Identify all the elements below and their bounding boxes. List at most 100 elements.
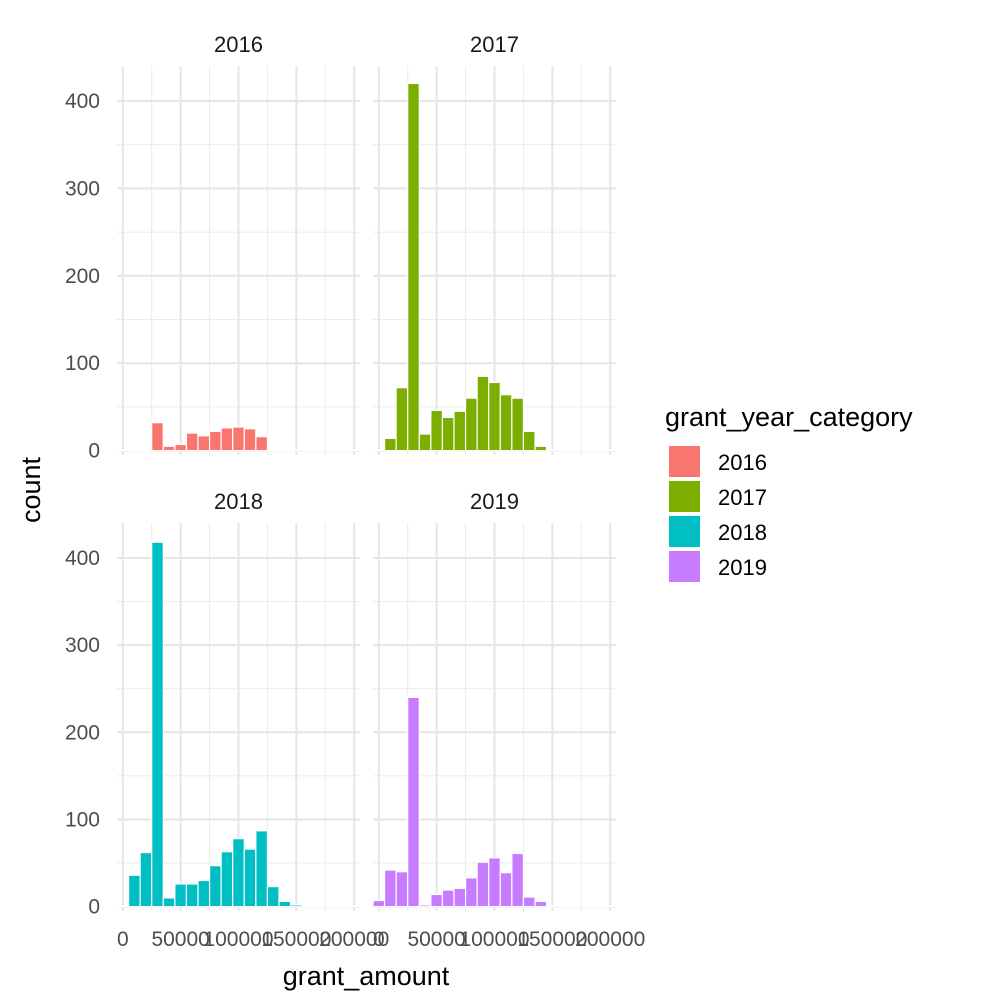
bar-2016-90000	[220, 427, 234, 452]
x-tick-label: 100000	[459, 928, 529, 951]
bar-2016-80000	[208, 430, 222, 452]
legend-title: grant_year_category	[665, 402, 913, 432]
y-tick-label: 300	[65, 177, 100, 200]
y-tick-label: 400	[65, 547, 100, 570]
bar-2016-50000	[174, 443, 188, 452]
bar-2019-80000	[464, 877, 478, 908]
bar-2016-110000	[243, 428, 257, 452]
bar-2016-20000	[139, 449, 153, 452]
facet-strip-label: 2019	[470, 489, 519, 514]
bar-2019-50000	[430, 893, 444, 908]
bar-2019-20000	[395, 871, 409, 908]
facet-strip-label: 2018	[214, 489, 263, 514]
legend-label-2016: 2016	[718, 450, 767, 475]
x-tick-label: 0	[373, 928, 385, 951]
y-tick-label: 200	[65, 721, 100, 744]
bar-2016-140000	[278, 449, 292, 452]
bar-2019-180000	[580, 905, 594, 908]
bar-2016-120000	[255, 436, 269, 452]
bar-2019-150000	[545, 905, 559, 908]
bar-2017-60000	[441, 416, 455, 452]
bar-2019-110000	[499, 872, 513, 908]
bar-2018-180000	[324, 905, 338, 908]
bar-2016-190000	[336, 449, 350, 452]
bar-2017-10000	[383, 437, 397, 452]
bar-2017-190000	[592, 449, 606, 452]
bar-2017-20000	[395, 387, 409, 452]
bar-2017-150000	[545, 449, 559, 452]
bar-2019-100000	[488, 857, 501, 908]
legend-swatch-2018	[669, 516, 700, 547]
bar-2016-130000	[266, 449, 280, 452]
bar-2019-90000	[476, 861, 490, 908]
bar-2017-40000	[418, 433, 432, 452]
bar-2018-30000	[151, 541, 164, 908]
bar-2016-200000	[347, 449, 361, 452]
facet-panel-2017: 2017	[372, 32, 617, 455]
bar-2018-150000	[289, 904, 303, 908]
bar-2019-190000	[592, 905, 606, 908]
bar-2019-130000	[522, 896, 536, 908]
bar-2016-40000	[162, 445, 176, 452]
bar-2018-90000	[220, 851, 234, 908]
bar-2018-200000	[347, 905, 361, 908]
bar-2016-60000	[185, 432, 199, 452]
y-tick-label: 0	[88, 440, 100, 463]
bar-2016-100000	[232, 426, 245, 452]
bar-2017-160000	[557, 449, 571, 452]
bar-2017-140000	[534, 445, 548, 452]
bar-2018-110000	[243, 848, 257, 908]
bar-2018-130000	[266, 885, 280, 908]
legend-swatch-2016	[669, 446, 700, 477]
facet-strip-label: 2017	[470, 32, 519, 57]
facet-panel-2016: 2016 0 100 200 300 400	[65, 32, 361, 463]
x-tick-label: 0	[117, 928, 129, 951]
bar-2019-200000	[603, 905, 617, 908]
legend-label-2019: 2019	[718, 555, 767, 580]
bar-2019-70000	[453, 887, 467, 908]
bar-2019-120000	[511, 852, 525, 908]
bar-2018-10000	[127, 874, 141, 908]
bar-2017-70000	[453, 410, 467, 452]
x-tick-label: 150000	[517, 928, 587, 951]
x-tick-label: 100000	[203, 928, 273, 951]
bar-2017-80000	[464, 397, 478, 452]
bar-2019-40000	[418, 904, 432, 908]
bar-2018-100000	[232, 838, 245, 908]
bar-2016-0	[116, 449, 130, 452]
y-tick-label: 0	[88, 896, 100, 919]
bar-2016-70000	[197, 435, 211, 452]
bar-2018-20000	[139, 851, 153, 908]
x-tick-label: 200000	[319, 928, 389, 951]
bar-2017-100000	[488, 381, 501, 452]
bar-2018-170000	[313, 905, 326, 908]
x-tick-label: 150000	[261, 928, 331, 951]
bar-2019-170000	[569, 905, 582, 908]
legend-swatch-2017	[669, 481, 700, 512]
y-tick-label: 100	[65, 808, 100, 831]
legend-label-2017: 2017	[718, 485, 767, 510]
facet-strip-label: 2016	[214, 32, 263, 57]
bar-2019-140000	[534, 900, 548, 908]
bar-2016-180000	[324, 449, 338, 452]
bar-2016-170000	[313, 449, 326, 452]
bar-2019-30000	[407, 696, 420, 908]
legend: grant_year_category 2016 2017 2018 2019	[665, 402, 913, 582]
bar-2018-120000	[255, 830, 269, 908]
bar-2019-0	[372, 899, 386, 908]
y-axis-title: count	[16, 456, 46, 523]
bar-2017-170000	[569, 449, 582, 452]
legend-label-2018: 2018	[718, 520, 767, 545]
bar-2017-130000	[522, 430, 536, 452]
y-tick-label: 300	[65, 634, 100, 657]
y-tick-label: 200	[65, 265, 100, 288]
bar-2017-0	[372, 449, 386, 452]
bar-2018-0	[116, 905, 130, 908]
x-tick-label: 50000	[407, 928, 465, 951]
bar-2019-60000	[441, 889, 455, 908]
bar-2018-160000	[301, 905, 315, 908]
bar-2017-110000	[499, 394, 513, 452]
